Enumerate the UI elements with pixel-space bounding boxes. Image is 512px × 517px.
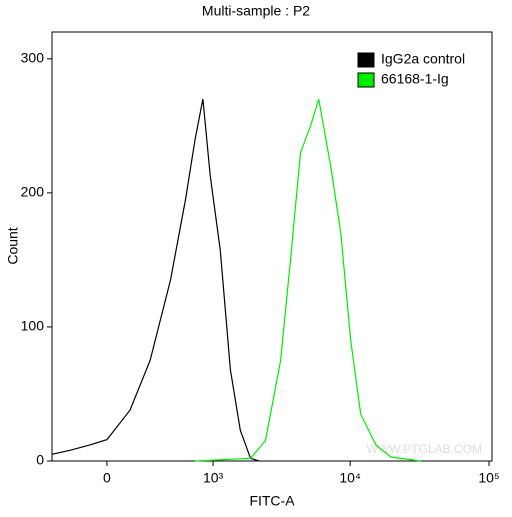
histogram-line <box>51 98 260 462</box>
legend-label: 66168-1-Ig <box>381 71 449 87</box>
y-axis-label: Count <box>5 227 21 264</box>
watermark: WWW.PTGLAB.COM <box>367 442 482 456</box>
y-tick-label: 300 <box>21 50 45 66</box>
legend-swatch <box>357 52 375 68</box>
x-tick-label: 10⁴ <box>339 470 361 486</box>
legend-swatch <box>357 72 375 88</box>
y-tick-label: 200 <box>21 184 45 200</box>
x-axis-label: FITC-A <box>249 493 295 509</box>
legend-label: IgG2a control <box>381 51 465 67</box>
x-tick-label: 0 <box>103 470 111 486</box>
y-tick-label: 0 <box>36 452 44 468</box>
x-tick-label: 10³ <box>203 470 224 486</box>
x-tick-label: 10⁵ <box>478 470 499 486</box>
chart-title: Multi-sample : P2 <box>202 3 310 19</box>
y-tick-label: 100 <box>21 318 45 334</box>
histogram-line <box>195 98 421 462</box>
plot-frame <box>51 31 493 462</box>
